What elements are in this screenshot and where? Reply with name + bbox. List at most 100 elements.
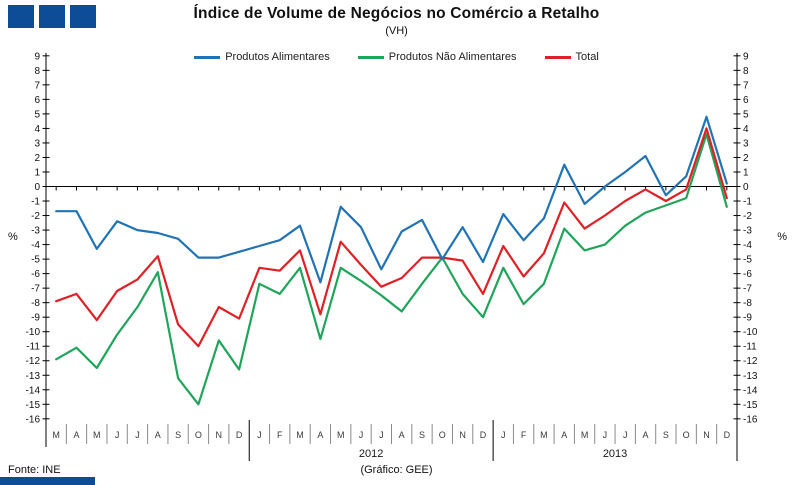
legend-swatch-icon [194, 55, 221, 59]
svg-text:-2: -2 [31, 211, 40, 222]
svg-text:M: M [540, 430, 548, 440]
svg-text:J: J [623, 430, 628, 440]
svg-text:M: M [296, 430, 304, 440]
svg-text:0: 0 [34, 182, 40, 193]
svg-text:O: O [195, 430, 202, 440]
svg-text:A: A [317, 430, 323, 440]
svg-text:1: 1 [34, 167, 40, 178]
y-tick-labels: 9 9 8 8 7 7 6 6 5 5 4 4 3 3 2 2 1 1 0 0 -1 -1 -2 -2 -3 -3 -4 -4 -5 -5… [26, 51, 758, 425]
svg-text:A: A [73, 430, 79, 440]
logo-squares [8, 5, 96, 28]
footer-bar [0, 477, 95, 485]
svg-text:O: O [439, 430, 446, 440]
legend-item-0: Produtos Alimentares [194, 51, 330, 63]
svg-text:-16: -16 [743, 414, 758, 425]
svg-text:6: 6 [743, 95, 749, 106]
svg-text:A: A [561, 430, 567, 440]
svg-text:8: 8 [743, 66, 749, 77]
svg-text:3: 3 [34, 138, 40, 149]
logo-square-icon [70, 5, 96, 28]
svg-text:7: 7 [743, 80, 749, 91]
svg-text:F: F [277, 430, 283, 440]
svg-text:D: D [480, 430, 487, 440]
svg-text:-6: -6 [743, 269, 752, 280]
y-axis-unit-right: % [777, 231, 787, 243]
logo-square-icon [8, 5, 34, 28]
legend-item-2: Total [544, 51, 599, 63]
svg-text:-16: -16 [26, 414, 41, 425]
svg-text:D: D [724, 430, 731, 440]
svg-text:-13: -13 [26, 371, 41, 382]
svg-text:-4: -4 [743, 240, 752, 251]
logo-square-icon [39, 5, 65, 28]
svg-text:M: M [93, 430, 101, 440]
svg-text:J: J [257, 430, 262, 440]
svg-text:J: J [603, 430, 608, 440]
svg-text:-2: -2 [743, 211, 752, 222]
svg-text:M: M [52, 430, 60, 440]
svg-text:8: 8 [34, 66, 40, 77]
svg-text:M: M [337, 430, 345, 440]
svg-text:7: 7 [34, 80, 40, 91]
series-line-1-produtos-n-o-alimentares [55, 133, 728, 406]
credit-note: (Gráfico: GEE) [360, 464, 433, 476]
svg-text:-7: -7 [743, 284, 752, 295]
svg-text:4: 4 [743, 124, 749, 135]
legend-swatch-icon [357, 55, 384, 59]
svg-text:5: 5 [743, 109, 749, 120]
svg-text:2: 2 [34, 153, 40, 164]
svg-text:F: F [521, 430, 527, 440]
svg-text:-4: -4 [31, 240, 40, 251]
legend-item-1: Produtos Não Alimentares [357, 51, 517, 63]
svg-text:0: 0 [743, 182, 749, 193]
svg-text:J: J [379, 430, 384, 440]
svg-text:-3: -3 [31, 226, 40, 237]
x-axis-labels: M A M J J A S O N D J F M A M J J A S O N D J F M A M J J A S O N D 2012 20… [52, 420, 731, 461]
axes [45, 52, 738, 461]
svg-text:A: A [155, 430, 161, 440]
svg-text:A: A [399, 430, 405, 440]
source-note: Fonte: INE [8, 464, 61, 476]
svg-text:M: M [581, 430, 589, 440]
chart-subtitle: (VH) [385, 25, 408, 37]
svg-text:-8: -8 [743, 298, 752, 309]
legend: Produtos Alimentares Produtos Não Aliment… [0, 51, 793, 63]
series-line-2-total [55, 127, 728, 348]
svg-text:N: N [703, 430, 710, 440]
legend-label: Total [575, 51, 599, 63]
svg-text:-10: -10 [743, 327, 758, 338]
svg-text:N: N [216, 430, 223, 440]
svg-text:4: 4 [34, 124, 40, 135]
svg-text:J: J [359, 430, 364, 440]
svg-text:N: N [459, 430, 466, 440]
svg-text:9: 9 [34, 51, 40, 62]
svg-text:-15: -15 [743, 400, 758, 411]
svg-text:J: J [501, 430, 506, 440]
svg-text:-7: -7 [31, 284, 40, 295]
svg-text:O: O [683, 430, 690, 440]
svg-text:-12: -12 [743, 356, 758, 367]
svg-text:-12: -12 [26, 356, 41, 367]
svg-text:2: 2 [743, 153, 749, 164]
svg-text:A: A [643, 430, 649, 440]
svg-text:-1: -1 [31, 197, 40, 208]
zero-axis [46, 186, 737, 191]
svg-text:-5: -5 [743, 255, 752, 266]
svg-text:-14: -14 [743, 385, 758, 396]
chart-title: Índice de Volume de Negócios no Comércio… [193, 5, 600, 22]
svg-text:-5: -5 [31, 255, 40, 266]
svg-text:-13: -13 [743, 371, 758, 382]
svg-text:1: 1 [743, 167, 749, 178]
svg-text:D: D [236, 430, 243, 440]
svg-text:-14: -14 [26, 385, 41, 396]
legend-label: Produtos Não Alimentares [388, 51, 517, 63]
svg-text:-3: -3 [743, 226, 752, 237]
svg-text:-15: -15 [26, 400, 41, 411]
svg-text:-9: -9 [31, 313, 40, 324]
svg-text:3: 3 [743, 138, 749, 149]
svg-text:2013: 2013 [603, 448, 627, 460]
svg-text:2012: 2012 [359, 448, 383, 460]
y-axis-unit-left: % [8, 231, 18, 243]
svg-text:-1: -1 [743, 197, 752, 208]
